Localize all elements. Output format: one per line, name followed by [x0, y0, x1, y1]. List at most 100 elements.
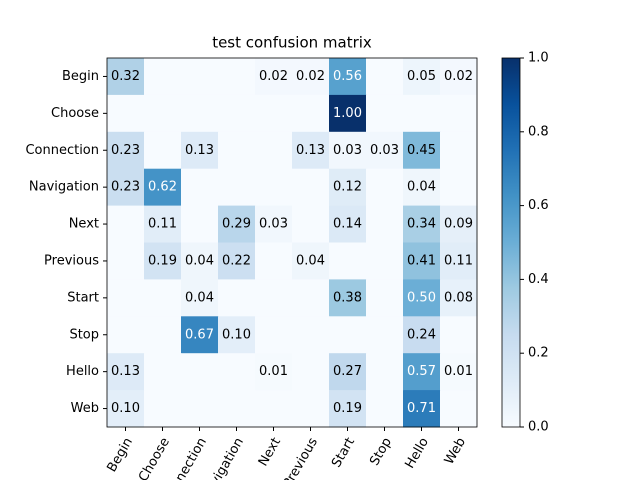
heatmap-cell [107, 131, 145, 170]
cell-label: 1.00 [333, 106, 362, 121]
cell-label: 0.32 [111, 69, 140, 84]
heatmap-cell [366, 94, 404, 133]
heatmap-cell [292, 58, 330, 96]
heatmap-cell [403, 168, 441, 207]
heatmap-cell [107, 94, 145, 133]
heatmap-cell [107, 168, 145, 207]
heatmap-cell [292, 353, 330, 391]
heatmap-cell [181, 279, 219, 317]
heatmap-cell [255, 316, 293, 354]
heatmap-cell [218, 316, 256, 354]
heatmap-cell [403, 94, 441, 133]
y-tick-label: Start [67, 290, 99, 305]
heatmap-cell [292, 279, 330, 317]
cell-label: 0.02 [259, 69, 288, 84]
heatmap-cell [144, 279, 182, 317]
heatmap-cell [144, 390, 182, 428]
heatmap-cell [329, 58, 367, 96]
cell-label: 0.02 [296, 69, 325, 84]
y-tick-label: Next [69, 217, 99, 232]
heatmap-cell [218, 205, 256, 243]
heatmap-cell [255, 131, 293, 170]
heatmap-cell [292, 94, 330, 133]
heatmap-cell [218, 242, 256, 280]
cell-label: 0.38 [333, 290, 362, 305]
y-tick-label: Stop [69, 327, 99, 342]
heatmap-cell [255, 205, 293, 243]
heatmap-cell [181, 205, 219, 243]
heatmap-cell [292, 205, 330, 243]
heatmap-cell [218, 279, 256, 317]
heatmap-cell [107, 279, 145, 317]
heatmap-cell [440, 316, 478, 354]
colorbar-tick-label: 0.6 [528, 198, 549, 213]
y-tick-label: Choose [51, 106, 99, 121]
heatmap-cell [440, 168, 478, 207]
heatmap-cell [255, 279, 293, 317]
heatmap-cell [366, 316, 404, 354]
heatmap-cell [181, 94, 219, 133]
y-tick-label: Navigation [29, 180, 99, 195]
heatmap-cell [181, 390, 219, 428]
cell-label: 0.19 [333, 401, 362, 416]
heatmap-cell [107, 316, 145, 354]
cell-label: 0.10 [111, 401, 140, 416]
cell-label: 0.29 [222, 217, 251, 232]
y-tick-label: Previous [44, 253, 99, 268]
heatmap-cell [403, 279, 441, 317]
colorbar-tick-label: 0.4 [528, 272, 549, 287]
cell-label: 0.03 [259, 217, 288, 232]
heatmap-cell [366, 168, 404, 207]
heatmap-cell [329, 205, 367, 243]
colorbar-tick-label: 1.0 [528, 51, 549, 66]
heatmap-cell [440, 58, 478, 96]
heatmap-cell [181, 316, 219, 354]
heatmap-cell [107, 58, 145, 96]
heatmap-cell [107, 390, 145, 428]
cell-label: 0.34 [407, 217, 436, 232]
colorbar [501, 57, 521, 428]
heatmap-cell [292, 242, 330, 280]
colorbar-tick-label: 0.2 [528, 346, 549, 361]
cell-label: 0.01 [259, 364, 288, 379]
heatmap-cell [329, 131, 367, 170]
heatmap-cell [403, 131, 441, 170]
heatmap-cell [255, 353, 293, 391]
cell-label: 0.23 [111, 180, 140, 195]
cell-label: 0.12 [333, 180, 362, 195]
heatmap-cell [144, 131, 182, 170]
heatmap-cell [403, 242, 441, 280]
colorbar-tick-label: 0.0 [528, 420, 549, 435]
cell-label: 0.03 [370, 143, 399, 158]
heatmap-cell [292, 168, 330, 207]
y-tick-label: Begin [62, 69, 99, 84]
cell-label: 0.04 [185, 290, 214, 305]
heatmap-cell [440, 131, 478, 170]
cell-label: 0.56 [333, 69, 362, 84]
heatmap-cell [366, 353, 404, 391]
heatmap-cell [218, 94, 256, 133]
heatmap-cell [329, 353, 367, 391]
cell-label: 0.14 [333, 217, 362, 232]
heatmap-cell [366, 279, 404, 317]
heatmap-cell [144, 242, 182, 280]
cell-label: 0.04 [185, 253, 214, 268]
heatmap-cell [292, 316, 330, 354]
cell-label: 0.10 [222, 327, 251, 342]
heatmap-cell [366, 242, 404, 280]
heatmap-cell [403, 58, 441, 96]
cell-label: 0.13 [111, 364, 140, 379]
heatmap-cell [329, 168, 367, 207]
cell-label: 0.57 [407, 364, 436, 379]
cell-label: 0.04 [296, 253, 325, 268]
y-tick-label: Connection [25, 143, 99, 158]
heatmap-cell [255, 242, 293, 280]
cell-label: 0.05 [407, 69, 436, 84]
heatmap-cell [144, 353, 182, 391]
cell-label: 0.02 [444, 69, 473, 84]
cell-label: 0.08 [444, 290, 473, 305]
cell-label: 0.67 [185, 327, 214, 342]
heatmap-cell [292, 390, 330, 428]
heatmap-cell [366, 58, 404, 96]
